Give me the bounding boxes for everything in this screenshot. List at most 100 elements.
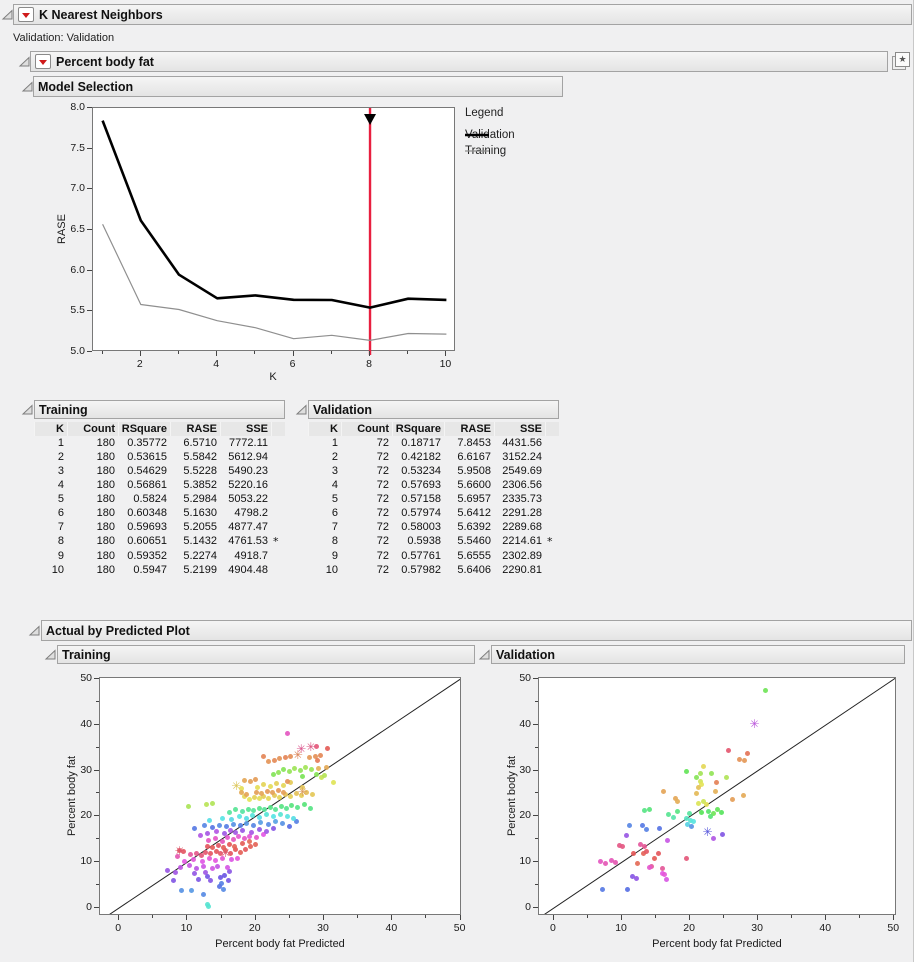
scatter-point[interactable] [264,828,270,834]
scatter-point[interactable] [243,816,249,822]
scatter-point[interactable] [656,851,662,857]
scatter-point[interactable] [264,812,270,818]
scatter-point[interactable] [635,861,641,867]
scatter-point[interactable] [697,779,703,785]
scatter-point[interactable] [199,858,205,864]
scatter-point[interactable] [222,831,228,837]
scatter-point[interactable] [697,770,703,776]
scatter-point[interactable] [276,769,282,775]
scatter-point[interactable] [240,827,246,833]
scatter-point[interactable] [616,842,622,848]
scatter-point[interactable] [314,743,320,749]
scatter-point[interactable] [260,782,266,788]
scatter-point[interactable] [202,870,208,876]
scatter-point[interactable] [219,838,225,844]
scatter-point[interactable] [684,822,690,828]
scatter-point[interactable] [640,850,646,856]
scatter-point[interactable] [249,829,255,835]
scatter-point[interactable] [241,836,247,842]
scatter-point[interactable] [270,790,276,796]
scatter-point[interactable] [674,799,680,805]
scatter-point[interactable] [258,819,263,825]
scatter-point[interactable] [293,790,299,796]
scatter-point[interactable] [236,814,242,820]
scatter-point[interactable] [253,776,259,782]
scatter-point[interactable] [602,860,608,866]
model-selection-header-bar[interactable]: Model Selection [33,76,563,97]
scatter-point[interactable] [213,849,219,855]
scatter-point[interactable] [200,864,206,870]
scatter-point[interactable] [663,877,669,883]
scatter-point[interactable] [699,782,705,788]
scatter-point[interactable] [181,858,187,864]
scatter-point[interactable] [232,844,238,850]
scatter-point[interactable] [225,878,231,884]
scatter-point[interactable] [705,808,711,814]
scatter-point[interactable] [229,857,235,863]
scatter-point[interactable] [180,849,186,855]
excluded-point-asterisk[interactable]: ✳ [297,784,308,799]
scatter-point[interactable] [233,847,239,853]
scatter-point[interactable] [251,794,257,800]
scatter-point[interactable] [633,876,639,882]
scatter-point[interactable] [318,775,324,781]
scatter-point[interactable] [253,841,259,847]
scatter-point[interactable] [223,848,229,854]
scatter-point[interactable] [699,809,705,815]
scatter-point[interactable] [624,832,630,838]
scatter-point[interactable] [189,887,195,893]
scatter-point[interactable] [608,857,614,863]
scatter-point[interactable] [267,804,273,810]
scatter-point[interactable] [256,805,262,811]
scatter-point[interactable] [253,789,259,795]
excluded-point-asterisk[interactable]: ✳ [292,747,303,762]
scatter-point[interactable] [207,817,213,823]
red-triangle-menu-icon[interactable] [35,54,51,69]
scatter-point[interactable] [179,888,185,894]
scatter-point[interactable] [188,852,194,858]
scatter-point[interactable] [323,765,329,771]
scatter-point[interactable] [674,809,680,815]
scatter-point[interactable] [281,783,287,789]
scatter-point[interactable] [297,767,303,773]
legend-entry[interactable]: Validation [465,127,515,143]
scatter-point[interactable] [219,815,225,821]
scatter-point[interactable] [210,845,216,851]
scatter-point[interactable] [620,844,626,850]
table-row[interactable]: 1 72 0.18717 7.8453 4431.56 [308,436,559,450]
disclosure-triangle-icon[interactable] [18,56,30,67]
scatter-point[interactable] [723,775,729,781]
scatter-point[interactable] [186,863,192,869]
scatter-point[interactable] [206,838,212,844]
scatter-point[interactable] [284,730,290,736]
excluded-point-asterisk[interactable]: ✳ [220,846,231,860]
scatter-point[interactable] [234,856,240,861]
table-row[interactable]: 8 72 0.5938 5.5460 2214.61 * [308,534,559,549]
excluded-point-asterisk[interactable]: ✳ [749,717,760,732]
scatter-point[interactable] [278,803,284,809]
scatter-point[interactable] [240,809,246,815]
excluded-point-asterisk[interactable]: ✳ [174,844,185,859]
scatter-point[interactable] [730,796,736,802]
scatter-point[interactable] [221,845,227,850]
scatter-point[interactable] [651,856,657,861]
scatter-point[interactable] [324,745,330,751]
scatter-point[interactable] [256,796,262,802]
scatter-point[interactable] [646,806,652,812]
scatter-point[interactable] [250,813,256,819]
scatter-point[interactable] [288,780,294,786]
scatter-point[interactable] [646,864,652,870]
scatter-point[interactable] [197,832,203,838]
scatter-point[interactable] [644,827,650,833]
red-triangle-menu-icon[interactable] [18,7,34,22]
scatter-point[interactable] [703,801,709,807]
table-row[interactable]: 10 180 0.5947 5.2199 4904.48 [34,563,285,577]
scatter-point[interactable] [763,687,769,693]
table-row[interactable]: 5 180 0.5824 5.2984 5053.22 [34,492,285,506]
scatter-point[interactable] [203,849,209,855]
scatter-point[interactable] [271,792,277,798]
disclosure-triangle-icon[interactable] [1,9,13,20]
scatter-point[interactable] [684,855,690,861]
scatter-point[interactable] [304,790,310,796]
scatter-point[interactable] [693,774,699,780]
